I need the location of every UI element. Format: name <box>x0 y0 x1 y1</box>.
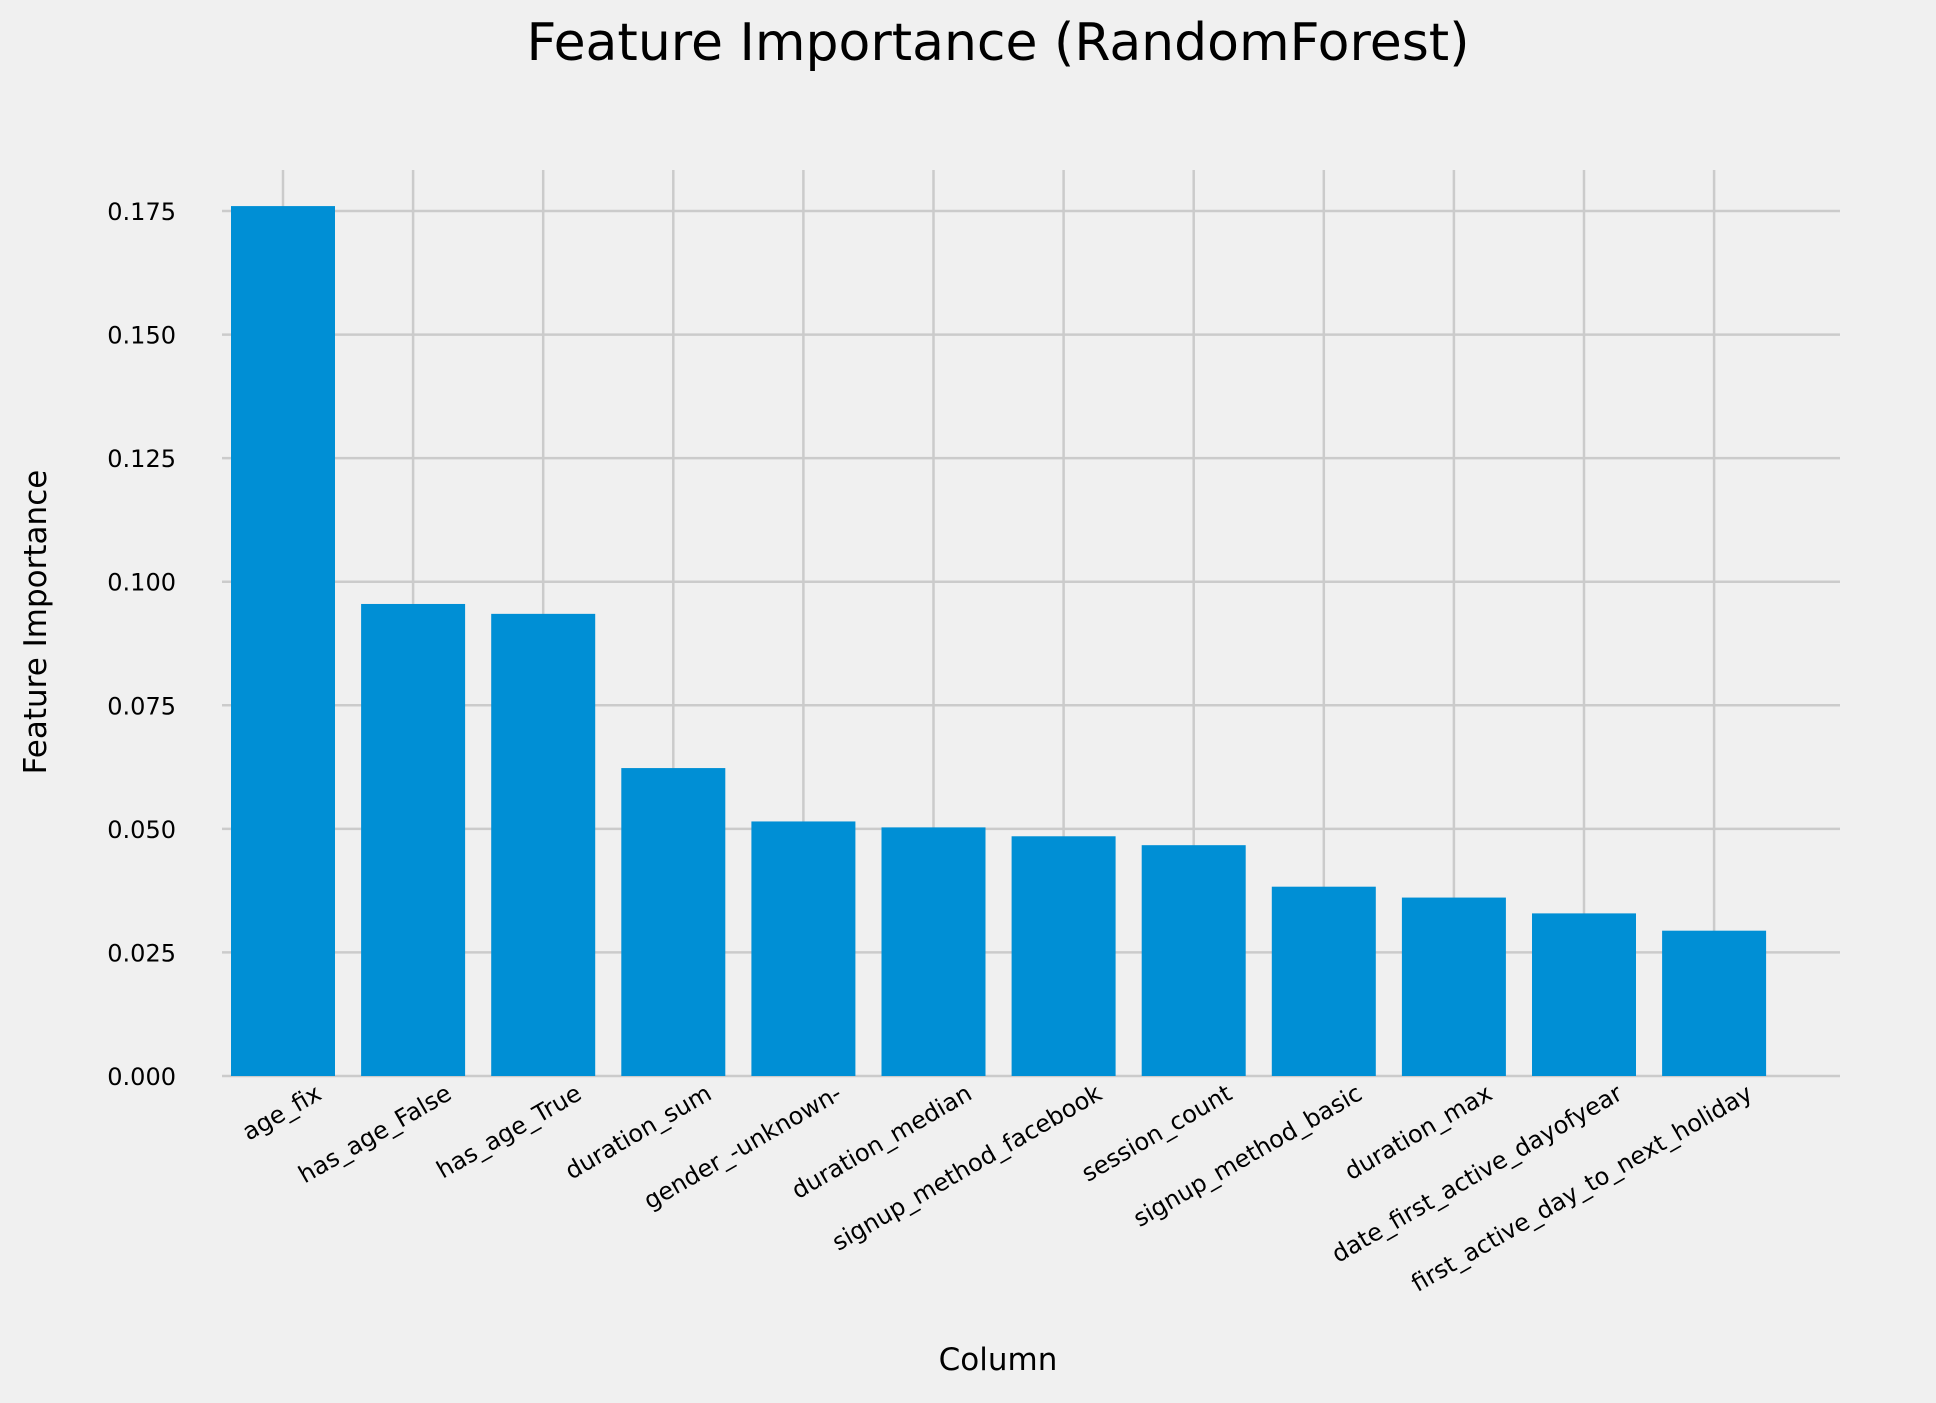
bar <box>231 206 335 1076</box>
bar <box>1141 845 1246 1076</box>
y-axis-label: Feature Importance <box>18 470 54 775</box>
y-tick-label: 0.025 <box>107 939 176 967</box>
y-tick-label: 0.150 <box>107 322 176 350</box>
bar <box>491 613 596 1076</box>
bar <box>1011 836 1116 1076</box>
y-tick-labels: 0.000 0.025 0.050 0.075 0.100 0.125 0.150 0.175 <box>107 198 176 1091</box>
bar <box>1662 930 1767 1076</box>
y-tick-label: 0.000 <box>107 1063 176 1091</box>
bars <box>231 206 1767 1076</box>
bar <box>621 768 726 1076</box>
chart-title: Feature Importance (RandomForest) <box>527 13 1470 73</box>
y-tick-label: 0.075 <box>107 692 176 720</box>
bar <box>1532 913 1636 1076</box>
bar <box>881 827 986 1076</box>
bar <box>1401 897 1506 1076</box>
y-tick-label: 0.125 <box>107 445 176 473</box>
y-tick-label: 0.100 <box>107 569 176 597</box>
bar <box>751 821 856 1076</box>
x-axis-label: Column <box>939 1342 1058 1378</box>
y-tick-label: 0.175 <box>107 198 176 226</box>
bar <box>1271 886 1376 1076</box>
bar <box>361 603 466 1076</box>
y-tick-label: 0.050 <box>107 816 176 844</box>
